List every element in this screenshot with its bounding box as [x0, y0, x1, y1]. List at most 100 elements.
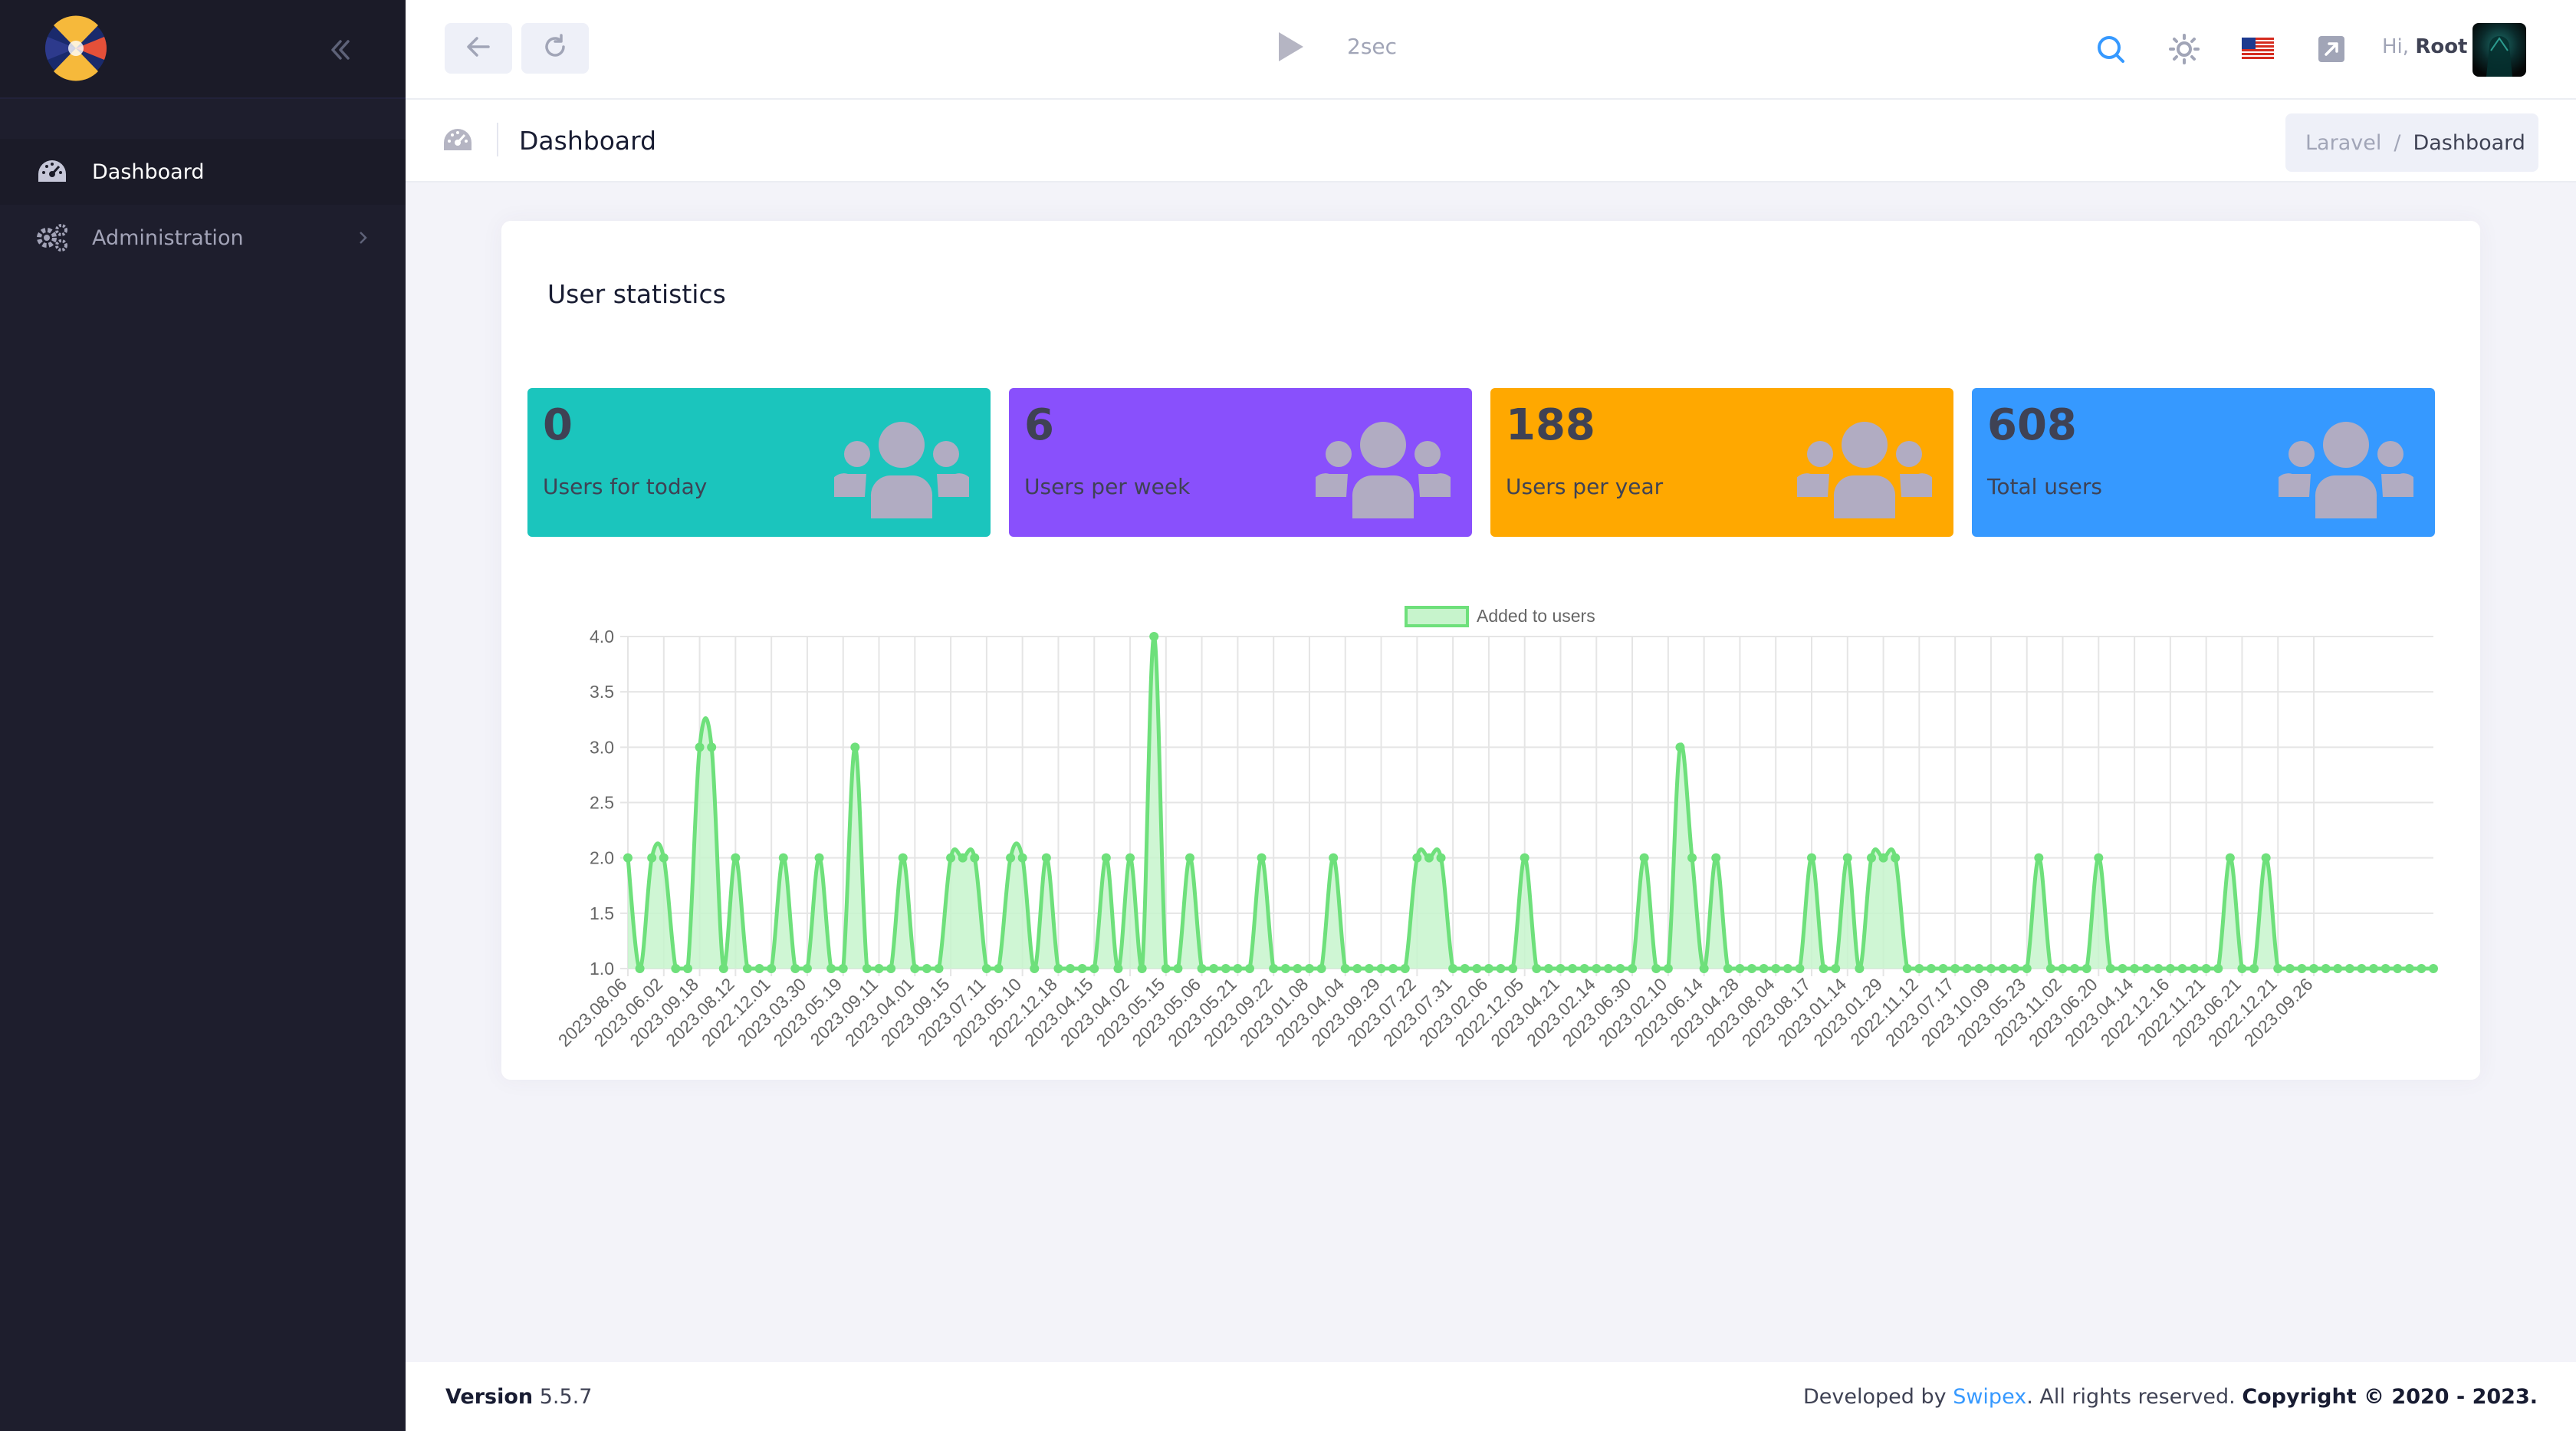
data-point	[623, 853, 632, 863]
data-point	[1400, 964, 1410, 973]
data-point	[1066, 964, 1076, 973]
data-point	[1699, 964, 1709, 973]
chevron-right-icon	[358, 228, 369, 252]
company-link[interactable]: Swipex	[1953, 1385, 2027, 1409]
data-point	[958, 853, 968, 863]
data-point	[1639, 853, 1649, 863]
stat-users-week: 6 Users per week	[1009, 388, 1472, 537]
stat-value: 6	[1024, 400, 1054, 450]
sun-icon[interactable]	[2164, 29, 2204, 69]
data-point	[2380, 964, 2390, 973]
legend-label: Added to users	[1477, 606, 1595, 626]
data-point	[2417, 964, 2426, 973]
topbar: 2sec Hi, Root	[406, 0, 2576, 100]
refresh-interval-label[interactable]: 2sec	[1347, 34, 1398, 59]
data-point	[1244, 964, 1254, 973]
data-point	[1017, 853, 1027, 863]
data-point	[2225, 853, 2235, 863]
data-point	[1962, 964, 1972, 973]
data-point	[1340, 964, 1350, 973]
stat-label: Users per year	[1506, 474, 1664, 499]
users-icon	[1316, 422, 1451, 518]
search-icon[interactable]	[2091, 29, 2131, 69]
stat-value: 608	[1987, 400, 2077, 450]
data-point	[1233, 964, 1243, 973]
data-point	[2261, 853, 2271, 863]
data-point	[898, 853, 908, 863]
stat-users-today: 0 Users for today	[527, 388, 991, 537]
data-point	[874, 964, 884, 973]
data-point	[2130, 964, 2140, 973]
data-point	[2429, 964, 2438, 973]
back-button[interactable]	[445, 23, 512, 74]
data-point	[1759, 964, 1769, 973]
page-title: Dashboard	[519, 126, 657, 156]
rights-text: . All rights reserved.	[2026, 1385, 2236, 1409]
data-point	[1615, 964, 1625, 973]
data-point	[1293, 964, 1303, 973]
sidebar-header	[0, 0, 406, 99]
data-point	[1687, 853, 1697, 863]
copyright-info: Developed by Swipex. All rights reserved…	[1803, 1385, 2538, 1409]
data-point	[1651, 964, 1661, 973]
avatar[interactable]	[2472, 23, 2526, 77]
user-statistics-card: User statistics 0 Users for today 6 User…	[501, 221, 2480, 1080]
stat-label: Users for today	[543, 474, 708, 499]
us-flag-icon[interactable]	[2238, 29, 2278, 69]
y-tick-label: 1.0	[590, 959, 614, 979]
data-point	[1041, 853, 1051, 863]
data-point	[671, 964, 681, 973]
data-point	[1280, 964, 1290, 973]
arrow-left-icon	[465, 35, 491, 61]
data-point	[1053, 964, 1063, 973]
data-point	[1866, 853, 1876, 863]
data-point	[2082, 964, 2091, 973]
developed-by-text: Developed by	[1803, 1385, 1947, 1409]
external-link-icon[interactable]	[2312, 29, 2351, 69]
data-point	[2022, 964, 2032, 973]
data-point	[1364, 964, 1374, 973]
data-point	[1891, 853, 1901, 863]
refresh-button[interactable]	[521, 23, 589, 74]
user-greeting[interactable]: Hi, Root	[2382, 35, 2468, 58]
data-point	[1950, 964, 1960, 973]
play-button[interactable]	[1272, 29, 1310, 67]
data-point	[1376, 964, 1386, 973]
data-point	[1579, 964, 1589, 973]
app-logo-icon[interactable]	[38, 14, 113, 83]
data-point	[1568, 964, 1578, 973]
speedometer-icon	[442, 127, 473, 158]
data-point	[778, 853, 788, 863]
data-point	[2404, 964, 2414, 973]
sidebar-item-dashboard[interactable]: Dashboard	[0, 139, 406, 205]
double-chevron-left-icon[interactable]	[320, 31, 359, 69]
data-point	[2058, 964, 2068, 973]
data-point	[1137, 964, 1147, 973]
data-point	[2165, 964, 2175, 973]
users-icon	[1797, 422, 1932, 518]
data-point	[1173, 964, 1183, 973]
data-point	[2237, 964, 2247, 973]
data-point	[1161, 964, 1171, 973]
version-number: 5.5.7	[539, 1385, 593, 1409]
data-point	[1855, 964, 1865, 973]
data-point	[2344, 964, 2354, 973]
data-point	[1257, 853, 1267, 863]
y-tick-label: 2.0	[590, 848, 614, 868]
users-icon	[2279, 422, 2413, 518]
data-point	[1221, 964, 1230, 973]
version-info: Version 5.5.7	[445, 1385, 592, 1409]
data-point	[754, 964, 764, 973]
data-point	[635, 964, 645, 973]
breadcrumb-current: Dashboard	[2413, 130, 2525, 155]
data-point	[2297, 964, 2307, 973]
data-point	[2154, 964, 2164, 973]
data-point	[1603, 964, 1613, 973]
data-point	[2249, 964, 2259, 973]
sidebar-item-administration[interactable]: Administration	[0, 205, 406, 271]
breadcrumb-root[interactable]: Laravel	[2305, 130, 2382, 155]
data-point	[2285, 964, 2295, 973]
data-point	[1998, 964, 2008, 973]
data-point	[2393, 964, 2403, 973]
data-point	[922, 964, 932, 973]
